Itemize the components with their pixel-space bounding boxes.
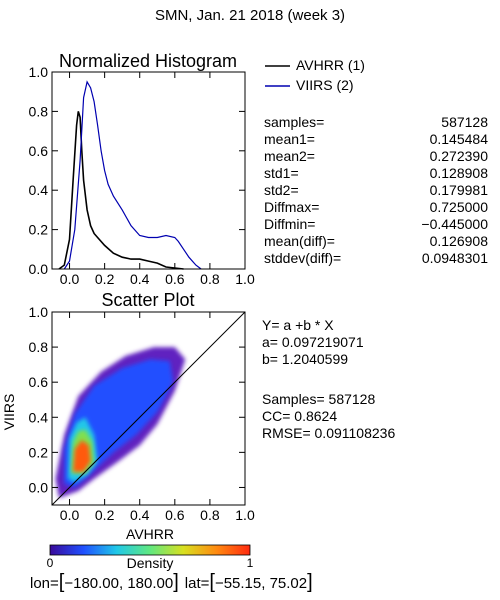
legend-label-viirs: VIIRS (2) [296,77,354,93]
histogram-axes-frame [51,71,246,270]
x-tick-label: 0.8 [200,271,220,287]
stat-value: 0.725000 [430,199,489,215]
scatter-title: Scatter Plot [101,290,194,310]
histogram-series-viirs [63,80,202,270]
regression-equation: Y= a +b * X [262,317,334,333]
x-tick-label: 0.2 [95,507,115,523]
stat-label: Diffmax= [264,199,319,215]
y-tick-label: 0.4 [29,409,49,425]
lat-prefix: lat= [185,575,210,592]
stat-value: 0.126908 [430,233,489,249]
stat-label: mean(diff)= [264,233,335,249]
y-tick-label: 0.6 [29,374,49,390]
y-tick-label: 0.8 [29,103,49,119]
regression-a: a= 0.097219071 [262,334,364,350]
histogram-curves [58,80,202,270]
histogram-series-avhrr [58,111,184,270]
page-title: SMN, Jan. 21 2018 (week 3) [155,7,345,24]
y-tick-label: 0.0 [29,479,49,495]
x-tick-label: 0.6 [165,271,185,287]
y-tick-label: 0.6 [29,143,49,159]
x-tick-label: 0.2 [95,271,115,287]
x-tick-label: 1.0 [235,507,255,523]
scatter-density-field [55,347,186,498]
stat-value: 0.0948301 [422,250,488,266]
x-tick-label: 0.8 [200,507,220,523]
stat-label: mean1= [264,131,315,147]
y-tick-label: 0.2 [29,222,49,238]
scatter-axes-frame [51,311,246,506]
y-tick-label: 0.0 [29,261,49,277]
regression-summary: Y= a +b * X a= 0.097219071 b= 1.2040599 … [262,317,395,441]
lat-range: −55.15, 75.02 [215,575,307,592]
one-to-one-line [51,311,246,506]
x-tick-label: 0.6 [165,507,185,523]
stat-label: mean2= [264,148,315,164]
x-tick-label: 0.4 [130,271,150,287]
colorbar-gradient [49,544,251,556]
scatter-y-axis-label: VIIRS [1,394,17,431]
lon-close-bracket: ] [173,571,179,593]
lon-open-bracket: [ [59,571,65,593]
region-extent: lon=[−180.00, 180.00] lat=[−55.15, 75.02] [30,571,313,593]
legend-label-avhrr: AVHRR (1) [296,57,365,73]
regression-b: b= 1.2040599 [262,351,348,367]
scatter-x-axis-label: AVHRR [126,526,174,542]
regression-samples: Samples= 587128 [262,391,375,407]
x-tick-label: 0.0 [60,507,80,523]
lat-close-bracket: ] [307,571,313,593]
x-tick-label: 1.0 [235,271,255,287]
y-tick-label: 1.0 [29,304,49,320]
lon-prefix: lon= [30,575,59,592]
x-tick-label: 0.0 [60,271,80,287]
scatter-y-ticks: 0.0 0.2 0.4 0.6 0.8 1.0 [29,304,245,495]
y-tick-label: 0.2 [29,444,49,460]
histogram-x-ticks: 0.0 0.2 0.4 0.6 0.8 1.0 [60,72,255,287]
stat-label: stddev(diff)= [264,250,341,266]
density-region-high [73,440,91,472]
stat-value: −0.445000 [421,216,488,232]
region-text: lon=[−180.00, 180.00] lat=[−55.15, 75.02] [30,571,313,593]
regression-rmse: RMSE= 0.091108236 [262,425,395,441]
histogram-y-ticks: 0.0 0.2 0.4 0.6 0.8 1.0 [29,64,245,277]
stat-value: 0.179981 [430,182,489,198]
scatter-chart: Scatter Plot 0.0 0.2 0.4 0.6 0.8 1.0 0.00.20.… [1,290,395,571]
stat-label: Diffmin= [264,216,315,232]
histogram-title: Normalized Histogram [59,51,237,71]
y-tick-label: 0.8 [29,339,49,355]
colorbar-label: Density [127,555,174,571]
stat-value: 0.128908 [430,165,489,181]
y-tick-label: 0.4 [29,182,49,198]
lon-range: −180.00, 180.00 [64,575,173,592]
histogram-chart: Normalized Histogram 0.0 0.2 0.4 0.6 0.8 1.0 … [29,51,489,287]
stat-label: std1= [264,165,299,181]
lat-open-bracket: [ [209,571,215,593]
colorbar-max-label: 1 [247,556,254,570]
stat-value: 0.145484 [430,131,489,147]
stat-value: 0.272390 [430,148,489,164]
scatter-x-ticks: 0.0 0.2 0.4 0.6 0.8 1.0 [60,312,255,523]
histogram-stats: samples= 587128 mean1= 0.145484 mean2= 0.2723… [264,114,488,266]
x-tick-label: 0.4 [130,507,150,523]
density-colorbar: 0 Density 1 [47,544,254,571]
y-tick-label: 1.0 [29,64,49,80]
stat-label: std2= [264,182,299,198]
histogram-legend: AVHRR (1) VIIRS (2) [265,57,365,93]
stat-label: samples= [264,114,324,130]
regression-cc: CC= 0.8624 [262,408,337,424]
stat-value: 587128 [441,114,488,130]
colorbar-min-label: 0 [47,556,54,570]
